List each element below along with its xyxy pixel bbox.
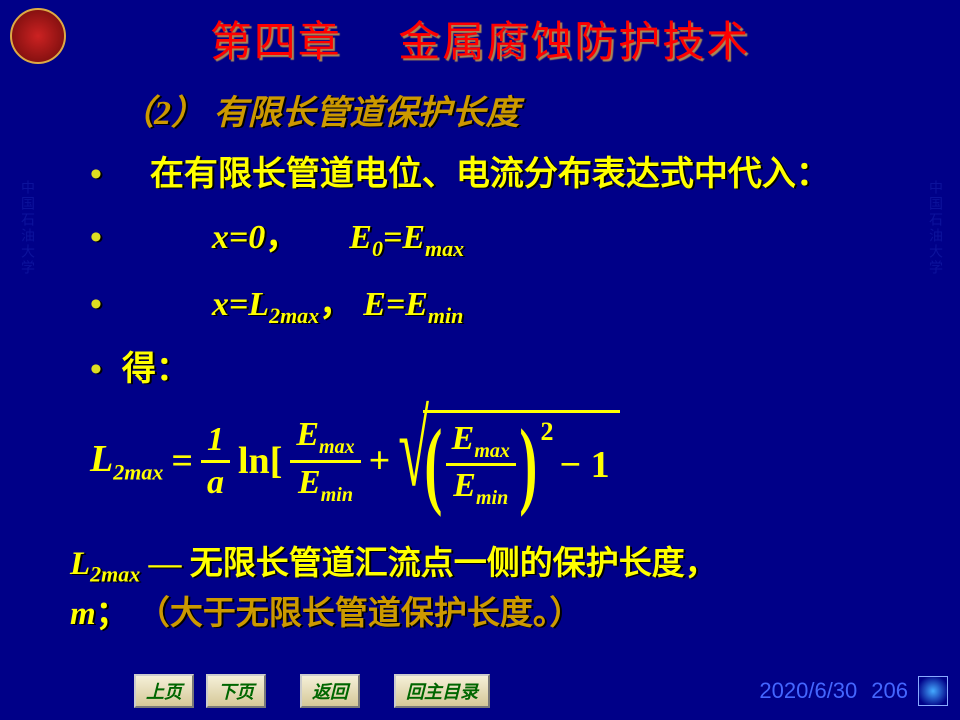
bullet-1-text: 在有限长管道电位、电流分布表达式中代入：	[150, 156, 830, 193]
def-dash: —	[140, 546, 190, 582]
main-formula: L2max = 1 a ln[ Emax Emin + √ ( Emax Emi…	[0, 410, 960, 514]
eq-x0: x=0	[212, 219, 265, 256]
bullet-dot: •	[90, 219, 102, 256]
def-semi: ；	[96, 596, 129, 632]
bullet-3-text: 得：	[122, 351, 190, 388]
section-heading: （2） 有限长管道保护长度	[0, 85, 960, 134]
eq-Emax: max	[425, 236, 464, 261]
eq-comma: ，	[319, 286, 353, 323]
f-ln: ln[	[238, 439, 282, 483]
home-button[interactable]: 回主目录	[394, 674, 490, 708]
f-eq: =	[171, 439, 193, 483]
f-minus1: − 1	[560, 443, 610, 487]
bullet-dot: •	[90, 156, 102, 193]
footer-page: 206	[871, 678, 908, 704]
bullet-3: • 得：	[0, 341, 960, 390]
def-m: m	[70, 596, 96, 632]
def-note: （大于无限长管道保护长度。）	[137, 596, 583, 632]
def-text1: 无限长管道汇流点一侧的保护长度，	[190, 546, 718, 582]
chapter-title: 第四章 金属腐蚀防护技术	[0, 0, 960, 69]
next-button[interactable]: 下页	[206, 674, 266, 708]
eq-E0sub: 0	[372, 236, 383, 261]
f-plus: +	[369, 439, 391, 483]
eq-EE: E=E	[363, 286, 428, 323]
frac-top-1: 1	[201, 422, 230, 463]
eq-eqE: =E	[383, 219, 425, 256]
paren-right: )	[519, 423, 537, 506]
frac-1a: 1 a	[201, 422, 230, 500]
frac-Emax-Emin-1: Emax Emin	[290, 417, 360, 506]
eq-Emin: min	[428, 303, 463, 328]
sqrt-block: √ ( Emax Emin ) 2 − 1	[398, 410, 619, 514]
footer-date: 2020/6/30	[759, 678, 857, 704]
eq-xL: x=L	[212, 286, 269, 323]
back-button[interactable]: 返回	[300, 674, 360, 708]
equation-line-2: • x=L2max， E=Emin	[0, 276, 960, 329]
university-logo	[10, 8, 66, 64]
watermark-left: 中国石油大学	[16, 180, 36, 276]
watermark-right: 中国石油大学	[924, 180, 944, 276]
footer-bar: 上页 下页 返回 回主目录 2020/6/30 206	[0, 674, 960, 708]
frac-Emax-Emin-2: Emax Emin	[446, 421, 516, 510]
definition-line: L2max — 无限长管道汇流点一侧的保护长度， m； （大于无限长管道保护长度…	[0, 541, 960, 637]
bullet-1: • 在有限长管道电位、电流分布表达式中代入：	[0, 146, 960, 195]
bullet-dot: •	[90, 286, 102, 323]
equation-line-1: • x=0， E0=Emax	[0, 209, 960, 262]
paren-left: (	[424, 423, 442, 506]
f-exp2: 2	[541, 417, 554, 447]
eq-L2sub: 2max	[269, 303, 319, 328]
f-Lsub: 2max	[113, 460, 163, 485]
prev-button[interactable]: 上页	[134, 674, 194, 708]
frac-bot-a: a	[207, 463, 224, 501]
footer-icon	[918, 676, 948, 706]
eq-E: E	[349, 219, 372, 256]
eq-sep: ，	[265, 219, 299, 256]
bullet-dot: •	[90, 351, 102, 388]
f-L: L	[90, 438, 113, 480]
